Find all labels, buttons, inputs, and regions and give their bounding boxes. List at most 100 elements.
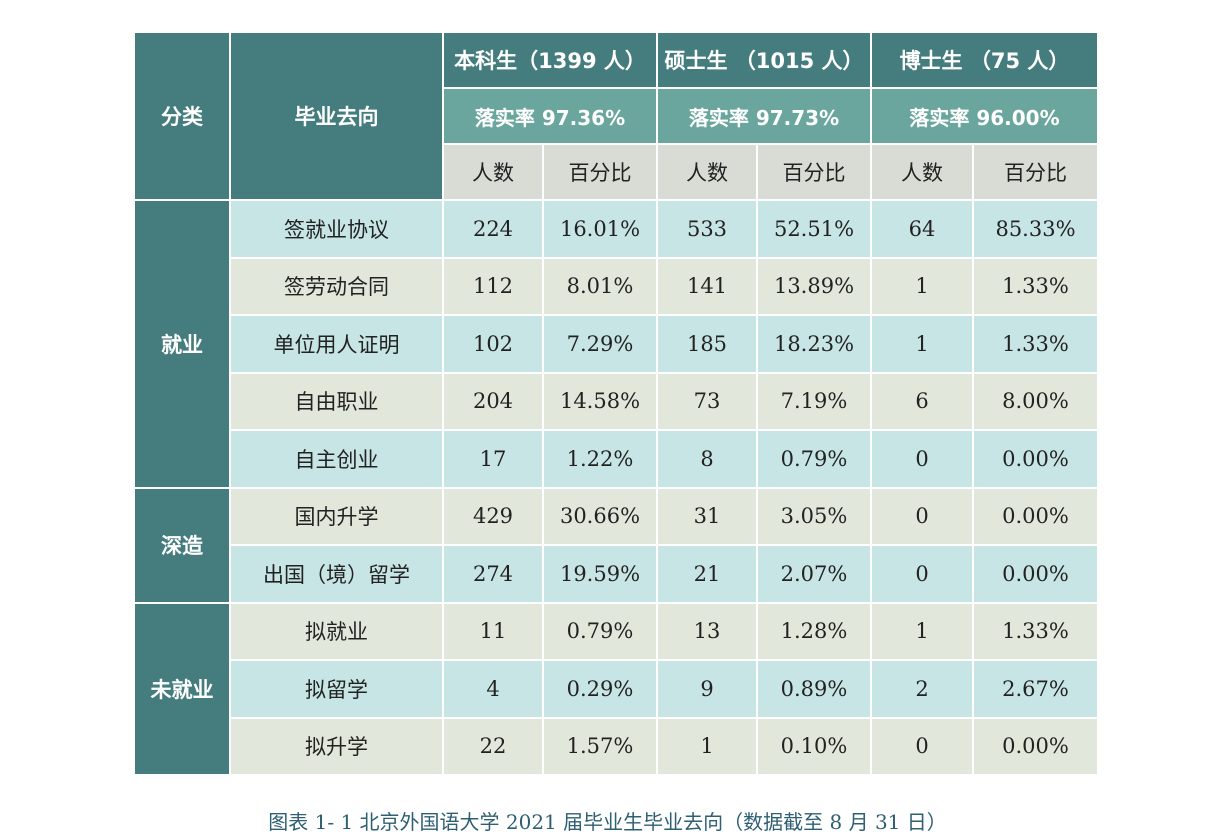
row-label: 自由职业 <box>231 373 442 429</box>
data-cell: 11 <box>444 603 542 659</box>
table-row: 签劳动合同 112 8.01% 141 13.89% 1 1.33% <box>135 258 1097 314</box>
data-cell: 0.79% <box>544 603 656 659</box>
data-cell: 1 <box>872 603 972 659</box>
group-name: 硕士生 （1015 人） <box>658 33 870 87</box>
data-cell: 73 <box>658 373 756 429</box>
data-cell: 31 <box>658 488 756 544</box>
data-cell: 2.07% <box>758 546 870 602</box>
table-row: 自由职业 204 14.58% 73 7.19% 6 8.00% <box>135 373 1097 429</box>
data-cell: 8 <box>658 431 756 487</box>
data-cell: 533 <box>658 201 756 257</box>
category: 深造 <box>135 488 229 602</box>
row-label: 拟就业 <box>231 603 442 659</box>
destination-table: 分类 毕业去向 本科生（1399 人） 硕士生 （1015 人） 博士生 （75 人）落… <box>133 31 1099 776</box>
data-cell: 1.33% <box>974 258 1097 314</box>
table-row: 分类 毕业去向 本科生（1399 人） 硕士生 （1015 人） 博士生 （75 人） <box>135 33 1097 199</box>
data-cell: 52.51% <box>758 201 870 257</box>
row-label: 自主创业 <box>231 431 442 487</box>
subheader: 百分比 <box>758 145 870 199</box>
row-label: 拟留学 <box>231 661 442 717</box>
data-cell: 30.66% <box>544 488 656 544</box>
category: 就业 <box>135 201 229 487</box>
data-cell: 16.01% <box>544 201 656 257</box>
row-label: 出国（境）留学 <box>231 546 442 602</box>
data-cell: 0.00% <box>974 718 1097 774</box>
data-cell: 7.19% <box>758 373 870 429</box>
data-cell: 13.89% <box>758 258 870 314</box>
data-cell: 2 <box>872 661 972 717</box>
data-cell: 17 <box>444 431 542 487</box>
table-row: 深造 国内升学 429 30.66% 31 3.05% 0 0.00% <box>135 488 1097 602</box>
subheader: 百分比 <box>544 145 656 199</box>
row-label: 拟升学 <box>231 718 442 774</box>
data-cell: 0.79% <box>758 431 870 487</box>
data-cell: 204 <box>444 373 542 429</box>
group-name: 博士生 （75 人） <box>872 33 1097 87</box>
data-cell: 0.89% <box>758 661 870 717</box>
row-label: 签劳动合同 <box>231 258 442 314</box>
data-cell: 0 <box>872 431 972 487</box>
row-label: 单位用人证明 <box>231 316 442 372</box>
data-cell: 22 <box>444 718 542 774</box>
data-cell: 1.33% <box>974 603 1097 659</box>
data-cell: 1.22% <box>544 431 656 487</box>
group-rate: 落实率 97.36% <box>444 89 656 143</box>
data-cell: 64 <box>872 201 972 257</box>
data-cell: 13 <box>658 603 756 659</box>
data-cell: 85.33% <box>974 201 1097 257</box>
data-cell: 21 <box>658 546 756 602</box>
subheader: 百分比 <box>974 145 1097 199</box>
data-cell: 102 <box>444 316 542 372</box>
data-cell: 8.00% <box>974 373 1097 429</box>
table-row: 未就业 拟就业 11 0.79% 13 1.28% 1 1.33% <box>135 603 1097 774</box>
data-cell: 0 <box>872 546 972 602</box>
data-cell: 8.01% <box>544 258 656 314</box>
subheader: 人数 <box>658 145 756 199</box>
data-cell: 7.29% <box>544 316 656 372</box>
subheader: 人数 <box>444 145 542 199</box>
data-cell: 1.28% <box>758 603 870 659</box>
data-cell: 14.58% <box>544 373 656 429</box>
group-name: 本科生（1399 人） <box>444 33 656 87</box>
data-cell: 1 <box>872 316 972 372</box>
table-row: 出国（境）留学 274 19.59% 21 2.07% 0 0.00% <box>135 546 1097 602</box>
data-cell: 3.05% <box>758 488 870 544</box>
row-label: 签就业协议 <box>231 201 442 257</box>
data-cell: 0.00% <box>974 488 1097 544</box>
table-row: 拟留学 4 0.29% 9 0.89% 2 2.67% <box>135 661 1097 717</box>
caption: 图表 1- 1 北京外国语大学 2021 届毕业生毕业去向（数据截至 8 月 3… <box>268 810 947 834</box>
table-row: 人数 百分比 人数 百分比 人数 百分比 <box>135 145 1097 199</box>
data-cell: 0 <box>872 718 972 774</box>
data-cell: 1 <box>658 718 756 774</box>
data-cell: 0.29% <box>544 661 656 717</box>
header-destination: 毕业去向 <box>231 33 442 199</box>
table-row: 自主创业 17 1.22% 8 0.79% 0 0.00% <box>135 431 1097 487</box>
data-cell: 2.67% <box>974 661 1097 717</box>
table-row: 拟升学 22 1.57% 1 0.10% 0 0.00% <box>135 718 1097 774</box>
group-rate: 落实率 97.73% <box>658 89 870 143</box>
data-cell: 9 <box>658 661 756 717</box>
category: 未就业 <box>135 603 229 774</box>
data-cell: 4 <box>444 661 542 717</box>
table-row: 就业 签就业协议 224 16.01% 533 52.51% 64 85.33% <box>135 201 1097 487</box>
data-cell: 18.23% <box>758 316 870 372</box>
data-cell: 429 <box>444 488 542 544</box>
data-cell: 224 <box>444 201 542 257</box>
data-cell: 0.00% <box>974 546 1097 602</box>
subheader: 人数 <box>872 145 972 199</box>
data-cell: 6 <box>872 373 972 429</box>
data-cell: 1 <box>872 258 972 314</box>
data-cell: 141 <box>658 258 756 314</box>
table-row: 落实率 97.36% 落实率 97.73% 落实率 96.00% <box>135 89 1097 143</box>
group-rate: 落实率 96.00% <box>872 89 1097 143</box>
table-row: 单位用人证明 102 7.29% 185 18.23% 1 1.33% <box>135 316 1097 372</box>
data-cell: 185 <box>658 316 756 372</box>
row-label: 国内升学 <box>231 488 442 544</box>
data-cell: 274 <box>444 546 542 602</box>
data-cell: 1.57% <box>544 718 656 774</box>
data-cell: 19.59% <box>544 546 656 602</box>
data-cell: 112 <box>444 258 542 314</box>
header-category: 分类 <box>135 33 229 199</box>
data-cell: 0.00% <box>974 431 1097 487</box>
